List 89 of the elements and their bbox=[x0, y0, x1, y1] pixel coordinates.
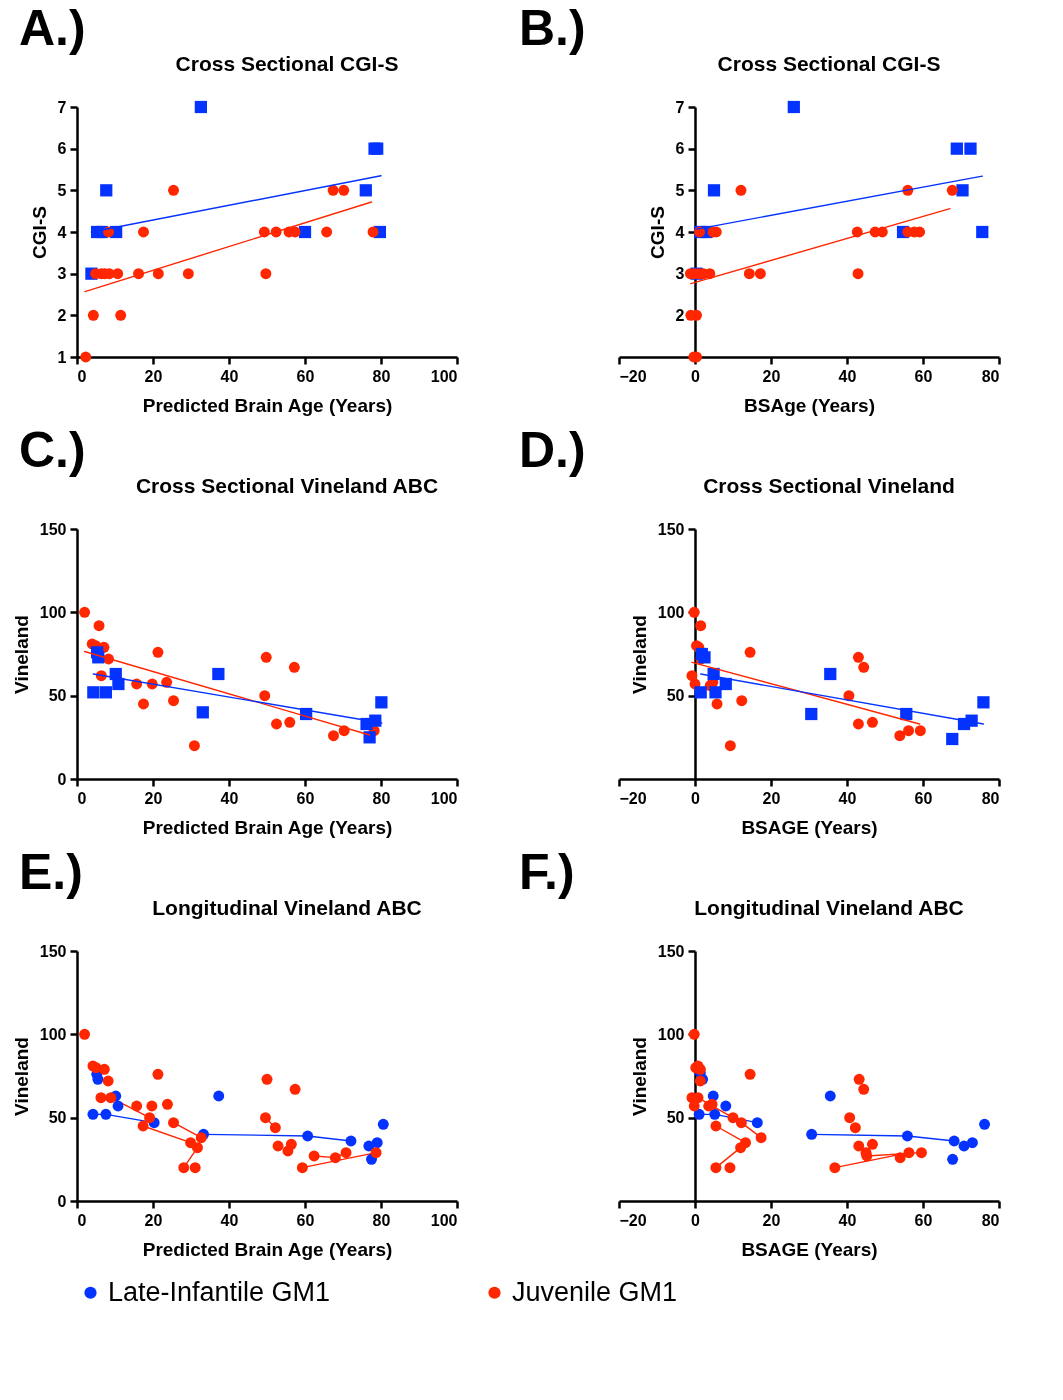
chart-title: Cross Sectional Vineland ABC bbox=[135, 474, 439, 497]
x-tick-label: 20 bbox=[762, 1211, 781, 1229]
y-axis-title: Vineland bbox=[628, 615, 650, 694]
x-tick-label: 0 bbox=[77, 1211, 87, 1229]
y-tick-label: 50 bbox=[666, 1109, 685, 1127]
x-tick-label: 60 bbox=[296, 1211, 315, 1229]
text: C.) bbox=[19, 422, 86, 478]
y-tick-label: 5 bbox=[57, 181, 67, 199]
x-axis-title: BSAge (Years) bbox=[744, 394, 875, 416]
x-axis-title: Predicted Brain Age (Years) bbox=[142, 816, 393, 838]
y-tick-label: 7 bbox=[675, 98, 685, 116]
x-tick-label: 60 bbox=[296, 367, 315, 385]
x-tick-label: 80 bbox=[372, 1211, 391, 1229]
x-tick-label: 40 bbox=[220, 367, 239, 385]
x-tick-label: 80 bbox=[981, 1211, 1000, 1229]
chart-title: Cross Sectional CGI-S bbox=[175, 52, 399, 75]
x-tick-label: 60 bbox=[296, 789, 315, 807]
y-tick-label: 0 bbox=[57, 1192, 67, 1210]
y-tick-label: 4 bbox=[675, 223, 685, 241]
y-tick-label: 6 bbox=[57, 140, 67, 158]
x-tick-label: 20 bbox=[144, 789, 163, 807]
y-tick-label: 100 bbox=[657, 603, 685, 621]
y-tick-label: 100 bbox=[657, 1025, 685, 1043]
y-tick-label: 50 bbox=[48, 1109, 67, 1127]
x-tick-label: −20 bbox=[619, 1211, 647, 1229]
y-tick-label: 150 bbox=[657, 520, 685, 538]
y-tick-label: 1 bbox=[57, 348, 67, 366]
legend-label: Late-Infantile GM1 bbox=[108, 1276, 331, 1307]
y-tick-label: 100 bbox=[39, 603, 67, 621]
x-tick-label: 0 bbox=[77, 367, 87, 385]
chart-title: Cross Sectional Vineland bbox=[703, 474, 955, 497]
x-tick-label: 0 bbox=[691, 367, 701, 385]
y-tick-label: 2 bbox=[57, 306, 67, 324]
y-axis-title: CGI-S bbox=[646, 206, 668, 259]
x-tick-label: 80 bbox=[981, 367, 1000, 385]
x-tick-label: 0 bbox=[691, 1211, 701, 1229]
y-tick-label: 3 bbox=[57, 265, 67, 283]
x-tick-label: 100 bbox=[430, 789, 458, 807]
x-axis-title: Predicted Brain Age (Years) bbox=[142, 394, 393, 416]
x-tick-label: 60 bbox=[914, 367, 933, 385]
x-tick-label: 20 bbox=[762, 789, 781, 807]
y-tick-label: 150 bbox=[657, 942, 685, 960]
x-tick-label: 80 bbox=[981, 789, 1000, 807]
x-axis-title: BSAGE (Years) bbox=[741, 1238, 878, 1260]
y-tick-label: 100 bbox=[39, 1025, 67, 1043]
y-tick-label: 5 bbox=[675, 181, 685, 199]
text: E.) bbox=[19, 844, 83, 900]
x-axis-title: BSAGE (Years) bbox=[741, 816, 878, 838]
x-tick-label: 20 bbox=[144, 367, 163, 385]
y-tick-label: 50 bbox=[666, 687, 685, 705]
text: B.) bbox=[519, 0, 586, 56]
text: D.) bbox=[519, 422, 586, 478]
x-tick-label: 40 bbox=[838, 789, 857, 807]
chart-title: Longitudinal Vineland ABC bbox=[694, 896, 964, 919]
x-tick-label: 40 bbox=[838, 1211, 857, 1229]
x-tick-label: 60 bbox=[914, 1211, 933, 1229]
chart-title: Longitudinal Vineland ABC bbox=[152, 896, 422, 919]
legend-label: Juvenile GM1 bbox=[512, 1276, 678, 1307]
y-tick-label: 7 bbox=[57, 98, 67, 116]
x-tick-label: 0 bbox=[691, 789, 701, 807]
y-tick-label: 2 bbox=[675, 306, 685, 324]
x-tick-label: 100 bbox=[430, 1211, 458, 1229]
x-tick-label: 100 bbox=[430, 367, 458, 385]
x-tick-label: 60 bbox=[914, 789, 933, 807]
x-tick-label: 80 bbox=[372, 789, 391, 807]
x-tick-label: 20 bbox=[144, 1211, 163, 1229]
y-axis-title: Vineland bbox=[10, 615, 32, 694]
chart-title: Cross Sectional CGI-S bbox=[717, 52, 941, 75]
x-tick-label: 40 bbox=[220, 789, 239, 807]
x-tick-label: −20 bbox=[619, 789, 647, 807]
y-tick-label: 3 bbox=[675, 265, 685, 283]
y-axis-title: Vineland bbox=[10, 1037, 32, 1116]
y-tick-label: 6 bbox=[675, 140, 685, 158]
x-tick-label: 40 bbox=[220, 1211, 239, 1229]
y-tick-label: 50 bbox=[48, 687, 67, 705]
x-tick-label: −20 bbox=[619, 367, 647, 385]
x-tick-label: 40 bbox=[838, 367, 857, 385]
y-tick-label: 0 bbox=[57, 770, 67, 788]
x-tick-label: 80 bbox=[372, 367, 391, 385]
x-tick-label: 20 bbox=[762, 367, 781, 385]
y-tick-label: 150 bbox=[39, 942, 67, 960]
text: A.) bbox=[19, 0, 86, 56]
y-tick-label: 150 bbox=[39, 520, 67, 538]
y-axis-title: CGI-S bbox=[28, 206, 50, 259]
text: F.) bbox=[519, 844, 575, 900]
y-axis-title: Vineland bbox=[628, 1037, 650, 1116]
y-tick-label: 4 bbox=[57, 223, 67, 241]
x-tick-label: 0 bbox=[77, 789, 87, 807]
x-axis-title: Predicted Brain Age (Years) bbox=[142, 1238, 393, 1260]
